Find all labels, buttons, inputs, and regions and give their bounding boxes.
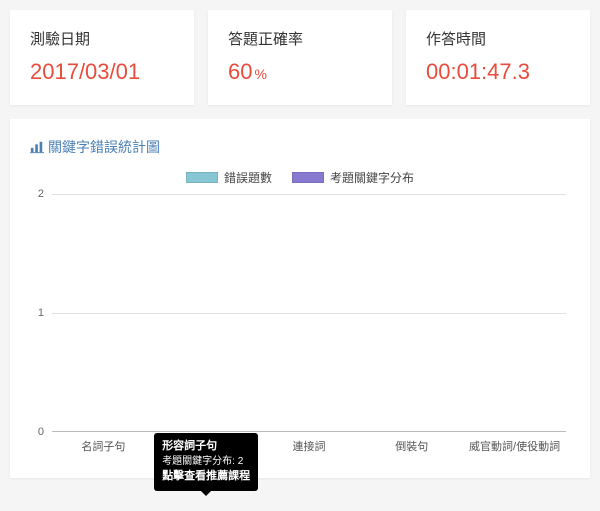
stat-value-number: 60 <box>228 59 252 84</box>
chart-title: 關鍵字錯誤統計圖 <box>30 137 570 157</box>
tooltip-line: 考題關鍵字分布: 2 <box>162 455 250 470</box>
tooltip-title: 形容詞子句 <box>162 439 250 455</box>
stat-label: 測驗日期 <box>30 28 174 49</box>
legend-swatch <box>292 172 324 183</box>
chart-tooltip[interactable]: 形容詞子句考題關鍵字分布: 2點擊查看推薦課程 <box>154 433 258 491</box>
bar-chart-icon <box>30 140 44 154</box>
stat-label: 答題正確率 <box>228 28 372 49</box>
x-label: 連接詞 <box>258 432 361 454</box>
legend-item[interactable]: 考題關鍵字分布 <box>292 169 414 186</box>
x-label: 威官動詞/使役動詞 <box>463 432 566 454</box>
stat-value: 2017/03/01 <box>30 59 174 85</box>
chart-plot: 012 形容詞子句考題關鍵字分布: 2點擊查看推薦課程 名詞子句形容詞子句連接詞… <box>52 194 566 454</box>
legend-item[interactable]: 錯誤題數 <box>186 169 272 186</box>
x-label: 倒裝句 <box>360 432 463 454</box>
legend-label: 考題關鍵字分布 <box>330 169 414 186</box>
stat-card-accuracy: 答題正確率 60% <box>208 10 392 105</box>
chart-card: 關鍵字錯誤統計圖 錯誤題數考題關鍵字分布 012 形容詞子句考題關鍵字分布: 2… <box>10 119 590 478</box>
tooltip-action[interactable]: 點擊查看推薦課程 <box>162 469 250 485</box>
x-axis: 名詞子句形容詞子句連接詞倒裝句威官動詞/使役動詞 <box>52 432 566 454</box>
legend-label: 錯誤題數 <box>224 169 272 186</box>
y-tick: 2 <box>38 188 44 200</box>
gridline <box>52 313 566 314</box>
gridline <box>52 194 566 195</box>
plot-area: 形容詞子句考題關鍵字分布: 2點擊查看推薦課程 <box>52 194 566 432</box>
y-tick: 1 <box>38 307 44 319</box>
stat-card-time: 作答時間 00:01:47.3 <box>406 10 590 105</box>
legend-swatch <box>186 172 218 183</box>
chart-title-text: 關鍵字錯誤統計圖 <box>48 137 160 157</box>
x-label: 名詞子句 <box>52 432 155 454</box>
chart-legend: 錯誤題數 考題關鍵字分布 <box>30 169 570 186</box>
stat-value: 60% <box>228 59 372 85</box>
stat-value: 00:01:47.3 <box>426 59 570 85</box>
stats-row: 測驗日期 2017/03/01 答題正確率 60% 作答時間 00:01:47.… <box>10 10 590 105</box>
stat-card-date: 測驗日期 2017/03/01 <box>10 10 194 105</box>
stat-label: 作答時間 <box>426 28 570 49</box>
y-tick: 0 <box>38 426 44 438</box>
stat-value-unit: % <box>254 66 266 82</box>
y-axis: 012 <box>30 194 50 432</box>
